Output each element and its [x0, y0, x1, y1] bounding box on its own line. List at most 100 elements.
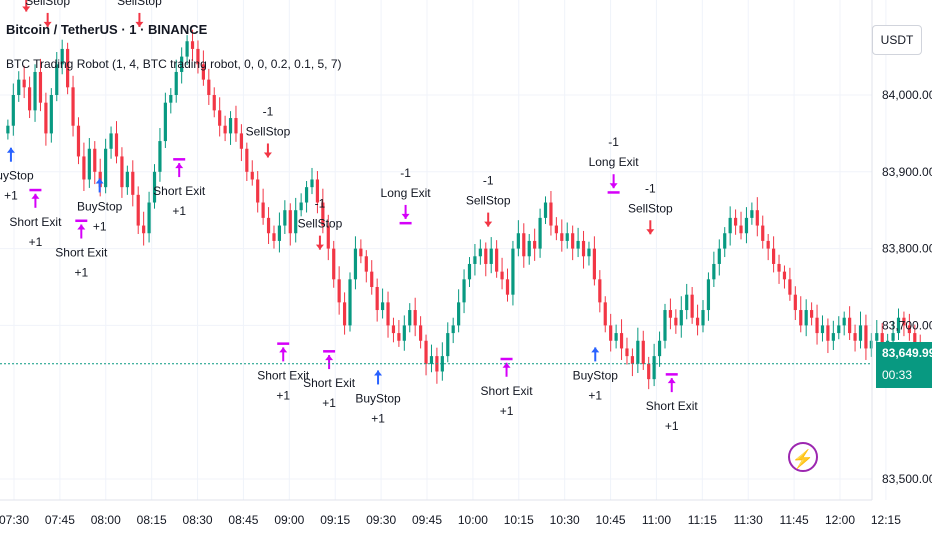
time-tick-label: 08:45	[228, 513, 258, 527]
short_exit-bar	[75, 219, 88, 223]
short_exit-arrow-head	[31, 193, 40, 199]
candle-body	[185, 41, 189, 57]
signal-label: Short Exit	[481, 384, 534, 398]
candle-body	[82, 156, 86, 180]
candle-body	[799, 310, 803, 326]
candle-body	[657, 340, 662, 357]
sell-arrow-head	[43, 21, 52, 27]
candle-body	[299, 202, 303, 211]
time-tick-label: 11:30	[734, 513, 763, 527]
candle-body	[815, 317, 819, 334]
candle-body	[223, 125, 227, 134]
time-tick-label: 08:00	[91, 513, 121, 527]
signal-qty: -1	[400, 166, 411, 180]
candle-body	[831, 333, 835, 341]
currency-button[interactable]: USDT	[872, 25, 922, 55]
signal-qty: +1	[29, 235, 43, 249]
strategy-legend[interactable]: BTC Trading Robot (1, 4, BTC trading rob…	[6, 57, 342, 71]
candle-body	[397, 333, 401, 341]
candle-body	[495, 248, 499, 272]
signal-qty: +1	[588, 388, 602, 402]
sell-arrow-head	[263, 152, 272, 158]
symbol-title[interactable]: Bitcoin / TetherUS · 1 · BINANCE	[6, 22, 208, 37]
candle-body	[201, 64, 205, 80]
signal-qty: +1	[4, 189, 18, 203]
signal-label: Short Exit	[257, 368, 310, 382]
candle-body	[66, 48, 70, 88]
candle-body	[554, 225, 558, 234]
candle-body	[864, 325, 868, 349]
candle-body	[837, 325, 841, 334]
candle-body	[484, 248, 488, 264]
candle-body	[218, 110, 222, 126]
candle-body	[28, 87, 32, 111]
candle-body	[538, 217, 542, 249]
candle-body	[380, 302, 385, 311]
candle-body	[163, 102, 167, 142]
short_exit-arrow-head	[325, 355, 334, 361]
candle-body	[679, 310, 683, 326]
candle-body	[212, 95, 216, 111]
time-axis[interactable]: 07:30 07:45 08:00 08:15 08:30 08:45 09:00 09:15…	[0, 513, 901, 527]
signal-label: Short Exit	[303, 376, 356, 390]
sell-arrow-head	[135, 21, 144, 27]
candle-body	[592, 248, 596, 280]
candle-body	[391, 325, 396, 334]
signal-qty: +1	[371, 411, 385, 425]
lightning-bolt-icon[interactable]: ⚡	[788, 442, 818, 472]
signal-qty: +1	[93, 219, 107, 233]
candle-body	[196, 48, 200, 65]
candle-body	[76, 125, 81, 157]
candle-body	[858, 325, 863, 341]
last-price-badge: 83,649.99 00:33	[876, 342, 932, 388]
short_exit-bar	[277, 342, 290, 345]
signal-label: SellStop	[117, 0, 162, 8]
candle-body	[543, 202, 548, 218]
candle-body	[728, 217, 732, 234]
candle-body	[256, 179, 260, 203]
candle-body	[766, 240, 770, 249]
candle-body	[848, 317, 852, 334]
signal-qty: -1	[263, 104, 274, 118]
price-axis[interactable]: 84,000.00 83,900.00 83,800.00 83,700.00 83,5…	[882, 88, 932, 486]
candle-body	[636, 340, 640, 364]
signal-label: SellStop	[298, 217, 343, 231]
candle-body	[364, 256, 368, 272]
candle-body	[701, 310, 705, 326]
candle-body	[777, 263, 781, 272]
candle-body	[674, 317, 678, 326]
candle-body	[49, 95, 53, 134]
candle-body	[250, 171, 254, 180]
candle-body	[891, 333, 895, 341]
candle-body	[690, 294, 694, 318]
candle-body	[87, 148, 91, 180]
candle-body	[22, 79, 26, 88]
candle-body	[527, 240, 531, 257]
candle-body	[424, 340, 428, 364]
candle-body	[310, 179, 314, 188]
signal-label: Long Exit	[381, 186, 432, 200]
candle-body	[505, 279, 510, 295]
candle-body	[913, 333, 917, 349]
candle-body	[511, 248, 515, 295]
candle-body	[158, 141, 162, 172]
time-tick-label: 10:30	[550, 513, 580, 527]
candle-body	[793, 294, 797, 311]
trade-signals: BuyStop +1 SellStop -1 Short Exit +1 SellStop S…	[0, 0, 698, 433]
candle-body	[750, 210, 754, 218]
candle-body	[761, 225, 765, 241]
time-tick-label: 12:15	[871, 513, 901, 527]
signal-label: SellStop	[246, 124, 291, 138]
candle-body	[169, 95, 173, 103]
time-tick-label: 09:30	[366, 513, 396, 527]
time-tick-label: 08:15	[137, 513, 167, 527]
time-tick-label: 08:30	[183, 513, 213, 527]
candle-body	[370, 271, 374, 287]
candle-body	[6, 125, 10, 134]
candle-body	[717, 248, 721, 264]
time-tick-label: 10:45	[596, 513, 626, 527]
candle-body	[473, 256, 477, 264]
candle-body	[869, 340, 873, 349]
short_exit-bar	[500, 357, 513, 361]
